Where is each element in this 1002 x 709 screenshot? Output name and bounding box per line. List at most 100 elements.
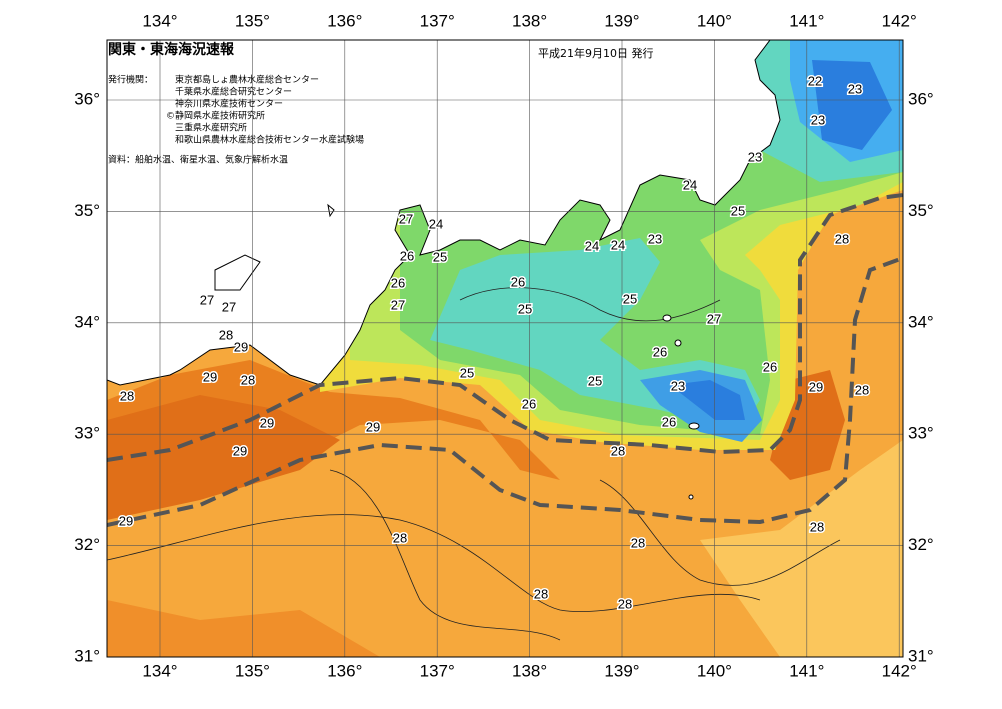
contour-label: 28 — [219, 327, 233, 342]
lat-label-right: 35° — [908, 201, 934, 220]
island — [327, 203, 335, 218]
contour-label: 29 — [809, 379, 823, 394]
lat-label-right: 34° — [908, 312, 934, 331]
contour-label: 28 — [810, 519, 824, 534]
issuer: 三重県水産研究所 — [175, 122, 247, 134]
lon-label-top: 135° — [235, 11, 270, 30]
land — [214, 254, 261, 291]
kuroshio-axis — [107, 193, 903, 462]
contour — [599, 479, 841, 586]
contour-label: 29 — [233, 443, 247, 458]
lon-label-top: 134° — [142, 11, 177, 30]
island — [674, 339, 682, 347]
contour-label: 28 — [618, 596, 632, 611]
source: 資料：船舶水温、衛星水温、気象庁解析水温 — [108, 154, 288, 166]
contour-label: 26 — [522, 396, 536, 411]
contour-label: 25 — [460, 365, 474, 380]
lat-label-left: 36° — [74, 89, 100, 108]
contour-label: 26 — [763, 359, 777, 374]
contour-label: 24 — [429, 216, 443, 231]
contour-label: 24 — [683, 177, 697, 192]
contour-label: 23 — [748, 149, 762, 164]
lon-label-bottom: 135° — [235, 661, 270, 680]
warm-southwest — [107, 600, 380, 657]
contour-label: 27 — [707, 311, 721, 326]
kuroshio-axis — [107, 256, 903, 527]
contour-label: 23 — [848, 81, 862, 96]
contour — [107, 514, 761, 612]
lat-label-right: 33° — [908, 424, 934, 443]
contour-label: 24 — [611, 237, 625, 252]
cold-core — [670, 380, 745, 420]
contour-label: 24 — [585, 238, 599, 253]
lat-label-left: 31° — [74, 646, 100, 665]
lat-label-left: 33° — [74, 424, 100, 443]
cooler-south — [700, 440, 903, 657]
contour-label: 28 — [631, 535, 645, 550]
contour-label: 25 — [588, 373, 602, 388]
title: 関東・東海海況速報 — [108, 41, 235, 58]
contour-labels: 22 23 23 23 24 25 28 27 24 26 25 24 24 23 26 27 26 25 25 27… — [117, 72, 870, 613]
contour — [459, 287, 721, 322]
contour-label: 29 — [203, 369, 217, 384]
graticule — [107, 40, 903, 657]
contour-label: 29 — [260, 415, 274, 430]
contour-label: 26 — [511, 274, 525, 289]
contour-label: 29 — [234, 339, 248, 354]
contour-label: 29 — [119, 513, 133, 528]
island — [662, 314, 672, 322]
lon-label-bottom: 140° — [697, 661, 732, 680]
issuer: 神奈川県水産技術センター — [175, 98, 283, 110]
lat-label-right: 36° — [908, 89, 934, 108]
contour-label: 25 — [433, 249, 447, 264]
contour-label: 28 — [835, 231, 849, 246]
contour-label: 27 — [399, 211, 413, 226]
issuer: 千葉県水産総合研究センター — [175, 86, 292, 98]
zone-21 — [812, 60, 892, 150]
lat-label-left: 34° — [74, 312, 100, 331]
contour-label: 23 — [648, 231, 662, 246]
lon-label-top: 142° — [882, 11, 917, 30]
lon-label-top: 137° — [420, 11, 455, 30]
contour — [329, 469, 561, 641]
issuer-label: 発行機関： — [108, 74, 153, 86]
contour-label: 28 — [393, 530, 407, 545]
issue-date: 平成21年9月10日 発行 — [538, 46, 654, 60]
lon-label-bottom: 136° — [327, 661, 362, 680]
contour-label: 28 — [120, 388, 134, 403]
contour-label: 28 — [611, 443, 625, 458]
lon-label-top: 141° — [789, 11, 824, 30]
contour-label: 27 — [391, 297, 405, 312]
contour-label: 23 — [811, 112, 825, 127]
lat-label-right: 31° — [908, 646, 934, 665]
contour-label: 27 — [222, 299, 236, 314]
lon-label-top: 138° — [512, 11, 547, 30]
contour-label: 26 — [400, 248, 414, 263]
contour-label: 26 — [662, 414, 676, 429]
contour-label: 28 — [241, 372, 255, 387]
lon-label-bottom: 137° — [420, 661, 455, 680]
contour-label: 25 — [731, 203, 745, 218]
issuer: 和歌山県農林水産総合技術センター水産試験場 — [175, 134, 364, 146]
lon-label-top: 136° — [327, 11, 362, 30]
contour-label: 27 — [200, 292, 214, 307]
lat-label-left: 35° — [74, 201, 100, 220]
issuer: 東京都島しょ農林水産総合センター — [175, 74, 319, 86]
contour-label: 28 — [855, 382, 869, 397]
contour-label: 26 — [391, 275, 405, 290]
issuer: ©静岡県水産技術研究所 — [166, 110, 265, 122]
lon-label-top: 139° — [604, 11, 639, 30]
lon-label-bottom: 138° — [512, 661, 547, 680]
contour-label: 25 — [623, 291, 637, 306]
lon-label-bottom: 142° — [882, 661, 917, 680]
lon-label-top: 140° — [697, 11, 732, 30]
contour-label: 29 — [366, 419, 380, 434]
lon-label-bottom: 139° — [604, 661, 639, 680]
island — [688, 494, 694, 500]
frame — [106, 39, 904, 658]
land — [107, 40, 781, 386]
contour-label: 28 — [534, 586, 548, 601]
lon-label-bottom: 134° — [142, 661, 177, 680]
map-area: 22 23 23 23 24 25 28 27 24 26 25 24 24 23 26 27 26 25 25 27… — [107, 40, 903, 657]
